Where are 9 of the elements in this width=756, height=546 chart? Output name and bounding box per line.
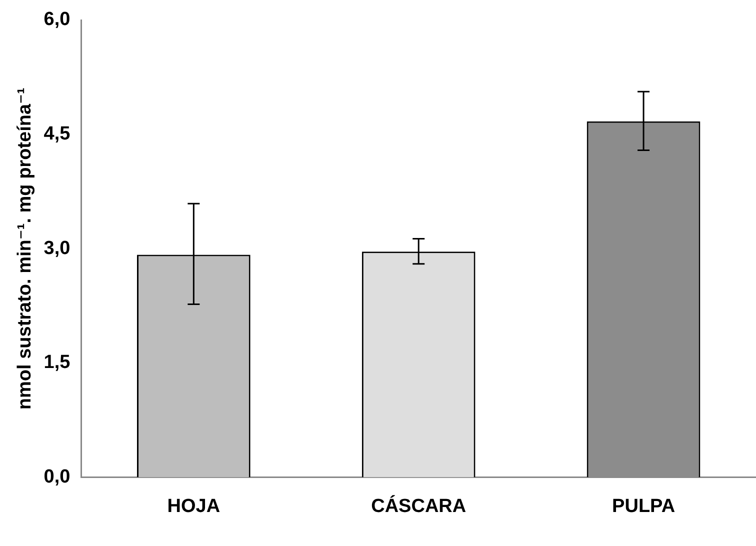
x-tick-label: CÁSCARA — [371, 494, 466, 517]
y-tick-label: 4,5 — [44, 124, 71, 145]
x-tick-label: PULPA — [612, 496, 676, 517]
y-tick-label: 3,0 — [44, 238, 70, 259]
y-tick-label: 6,0 — [44, 9, 70, 30]
y-tick-label: 0,0 — [44, 466, 70, 488]
y-tick-label: 1,5 — [44, 352, 71, 374]
y-axis-title: nmol sustrato. min⁻¹. mg proteína⁻¹ — [14, 88, 36, 410]
x-tick-label: HOJA — [167, 496, 220, 517]
